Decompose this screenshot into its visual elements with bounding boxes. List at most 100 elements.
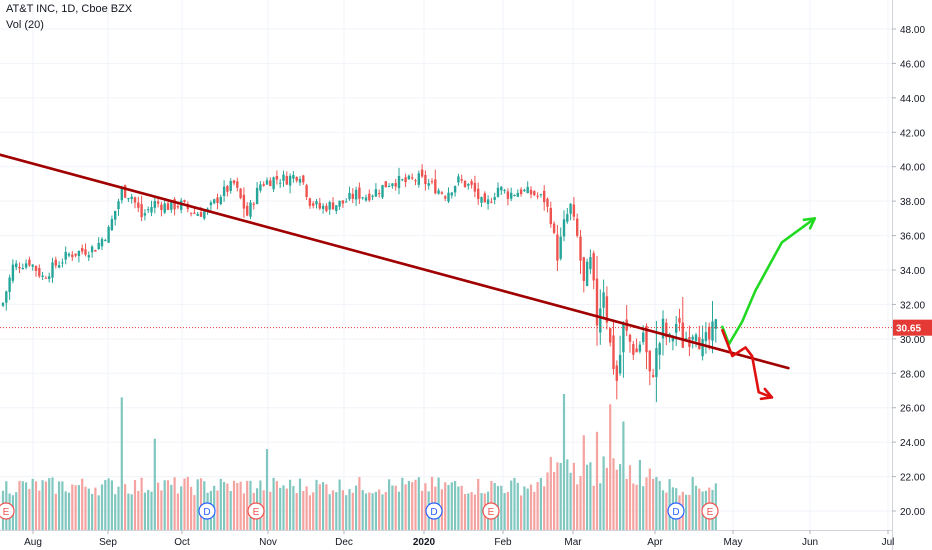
volume-bar [180, 486, 183, 530]
svg-text:D: D [203, 507, 210, 518]
earnings-marker-icon[interactable]: E [701, 502, 719, 520]
bear-projection-arrow[interactable] [721, 328, 774, 399]
candle-body [566, 214, 569, 222]
volume-bar [539, 477, 542, 530]
candle-body [54, 259, 57, 266]
candle-body [691, 336, 694, 340]
candle-body [457, 176, 460, 183]
candle-body [61, 262, 64, 264]
volume-bar [114, 494, 117, 530]
volume-bar [602, 456, 605, 530]
volume-bar [355, 485, 358, 530]
earnings-marker-icon[interactable]: E [247, 502, 265, 520]
dividend-marker-icon[interactable]: D [198, 502, 216, 520]
volume-legend[interactable]: Vol (20) [6, 19, 44, 31]
candle-body [48, 276, 51, 279]
candle-body [371, 195, 374, 197]
candle-body [628, 334, 632, 342]
volume-bar [510, 480, 513, 530]
candle-body [229, 180, 232, 191]
candle-body [318, 202, 321, 209]
time-axis[interactable]: Aug Sep Oct Nov Dec 2020 Feb Mar Apr May Jun Jul [0, 530, 894, 550]
candle-body [328, 202, 331, 210]
candle-body [44, 277, 48, 279]
candle-body [407, 175, 411, 180]
candle-body [368, 193, 371, 201]
volume-bar [668, 479, 671, 530]
volume-bar [272, 477, 275, 530]
candle-body [249, 202, 252, 217]
volume-bar [232, 480, 236, 530]
volume-bar [513, 477, 516, 530]
bull-projection-arrow[interactable] [721, 217, 817, 346]
candle-body [391, 183, 394, 187]
volume-bar [338, 479, 341, 530]
candle-body [681, 322, 684, 348]
x-tick-label: Sep [99, 537, 117, 548]
candle-body [585, 261, 589, 286]
candle-body [523, 189, 526, 192]
symbol-legend[interactable]: AT&T INC, 1D, Cboe BZX [6, 3, 133, 15]
volume-bar [635, 484, 638, 530]
dividend-marker-icon[interactable]: D [667, 502, 685, 520]
candle-body [493, 197, 496, 200]
candle-body [252, 203, 255, 205]
volume-bar [381, 494, 384, 530]
candle-body [15, 263, 18, 268]
candle-body [67, 253, 71, 256]
candle-body [460, 179, 463, 181]
volume-bar [193, 495, 196, 530]
dividend-marker-icon[interactable]: D [425, 502, 443, 520]
candle-body [282, 174, 285, 181]
volume-bar [226, 483, 229, 530]
volume-bar [694, 485, 698, 530]
volume-bar [170, 484, 173, 530]
candle-body [163, 203, 166, 213]
candle-body [295, 177, 298, 181]
y-tick-label: 38.00 [900, 197, 925, 208]
bull-arrowhead-icon [802, 217, 817, 230]
candle-body [120, 188, 123, 201]
volume-bar [652, 478, 655, 530]
candle-body [539, 194, 543, 196]
earnings-marker-icon[interactable]: E [482, 502, 500, 520]
price-axis[interactable]: 20.00 22.00 24.00 26.00 28.00 30.00 32.00 34.00… [892, 0, 932, 550]
volume-bar [28, 488, 31, 530]
candle-body [486, 199, 490, 204]
earnings-marker-icon[interactable]: E [0, 502, 15, 520]
candle-body [196, 213, 199, 216]
candle-body [110, 219, 114, 231]
candle-body [513, 195, 516, 197]
candle-body [516, 192, 519, 197]
candle-body [500, 186, 503, 191]
candle-body [605, 296, 609, 323]
trend-line[interactable] [0, 153, 790, 370]
candle-body [609, 328, 612, 343]
candle-body [180, 200, 183, 210]
volume-bar [661, 490, 665, 530]
candle-body [292, 175, 295, 179]
candle-body [348, 192, 351, 200]
candle-body [64, 251, 67, 260]
volume-bar [463, 494, 467, 530]
candle-body [127, 198, 130, 200]
candle-body [236, 181, 239, 188]
x-tick-label: May [724, 537, 743, 548]
candle-body [678, 317, 681, 323]
volume-bar [477, 478, 480, 530]
volume-bar [289, 479, 292, 530]
volume-bar [140, 477, 143, 530]
candle-body [104, 239, 107, 241]
volume-bar [536, 482, 539, 530]
volume-bar [460, 485, 463, 530]
volume-bar [74, 485, 77, 530]
volume-bar [219, 478, 222, 530]
volume-bar [298, 478, 302, 530]
volume-bar [285, 488, 288, 530]
candle-body [615, 365, 618, 381]
candle-body [559, 236, 562, 259]
volume-bar [470, 492, 473, 530]
candle-body [176, 206, 180, 208]
volume-bar [183, 478, 186, 530]
